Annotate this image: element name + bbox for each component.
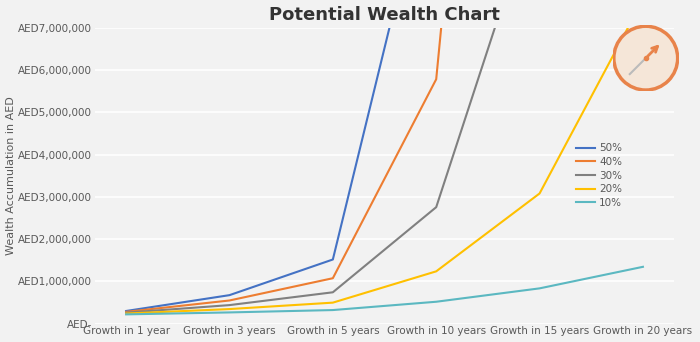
Line: 10%: 10% [126,267,643,314]
10% [432,300,440,304]
Line: 20%: 20% [126,0,643,314]
30% [122,311,130,315]
20% [536,192,544,196]
10% [328,308,337,312]
20% [122,312,130,316]
40% [328,276,337,280]
Circle shape [614,26,678,90]
10% [638,265,647,269]
50% [225,293,234,297]
Y-axis label: Wealth Accumulation in AED: Wealth Accumulation in AED [6,96,15,255]
30% [225,303,234,307]
30% [328,290,337,294]
30% [432,205,440,209]
Line: 50%: 50% [126,0,643,311]
Line: 40%: 40% [126,0,643,312]
20% [328,301,337,305]
20% [432,269,440,273]
Legend: 50%, 40%, 30%, 20%, 10%: 50%, 40%, 30%, 20%, 10% [572,139,626,212]
Line: 30%: 30% [126,0,643,313]
50% [122,309,130,313]
10% [122,312,130,316]
40% [432,77,440,81]
40% [122,310,130,314]
10% [536,286,544,290]
40% [225,299,234,303]
Title: Potential Wealth Chart: Potential Wealth Chart [269,5,500,24]
20% [638,0,647,2]
20% [225,307,234,311]
50% [328,258,337,262]
10% [225,311,234,315]
